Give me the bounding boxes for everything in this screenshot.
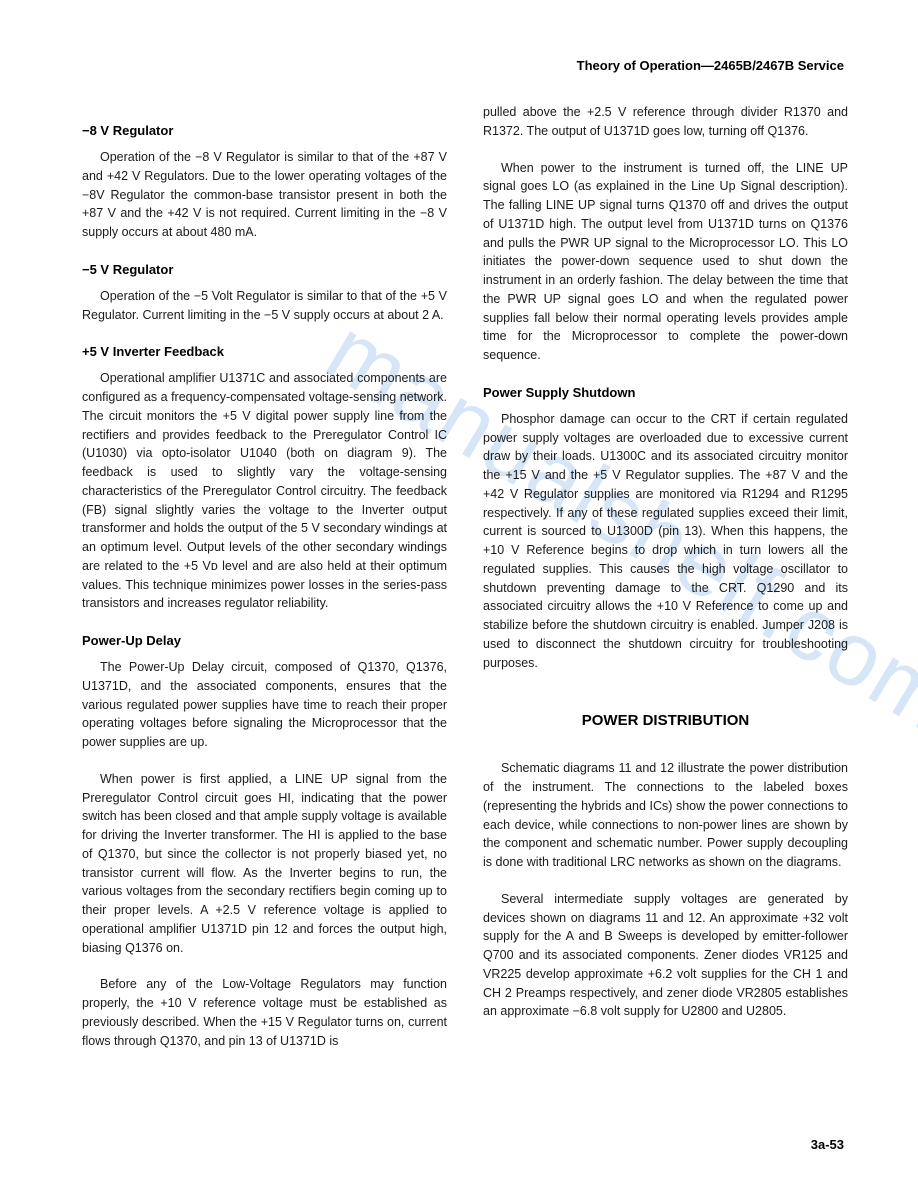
page-header: Theory of Operation—2465B/2467B Service	[82, 58, 848, 73]
para-power-off: When power to the instrument is turned o…	[483, 159, 848, 365]
para-shutdown: Phosphor damage can occur to the CRT if …	[483, 410, 848, 673]
heading-power-up-delay: Power-Up Delay	[82, 633, 447, 648]
heading-neg8v-regulator: −8 V Regulator	[82, 123, 447, 138]
page-number: 3a-53	[811, 1137, 844, 1152]
para-distribution-2: Several intermediate supply voltages are…	[483, 890, 848, 1021]
para-powerup-2: When power is first applied, a LINE UP s…	[82, 770, 447, 958]
right-column: pulled above the +2.5 V reference throug…	[483, 103, 848, 1068]
para-neg8v: Operation of the −8 V Regulator is simil…	[82, 148, 447, 242]
para-powerup-3: Before any of the Low-Voltage Regulators…	[82, 975, 447, 1050]
para-distribution-1: Schematic diagrams 11 and 12 illustrate …	[483, 759, 848, 872]
para-powerup-1: The Power-Up Delay circuit, composed of …	[82, 658, 447, 752]
heading-power-distribution: POWER DISTRIBUTION	[483, 712, 848, 729]
heading-power-supply-shutdown: Power Supply Shutdown	[483, 385, 848, 400]
para-continuation: pulled above the +2.5 V reference throug…	[483, 103, 848, 141]
para-neg5v: Operation of the −5 Volt Regulator is si…	[82, 287, 447, 325]
two-column-layout: −8 V Regulator Operation of the −8 V Reg…	[82, 103, 848, 1068]
left-column: −8 V Regulator Operation of the −8 V Reg…	[82, 103, 447, 1068]
page-content: Theory of Operation—2465B/2467B Service …	[82, 58, 848, 1068]
heading-5v-inverter-feedback: +5 V Inverter Feedback	[82, 344, 447, 359]
heading-neg5v-regulator: −5 V Regulator	[82, 262, 447, 277]
para-inverter-feedback: Operational amplifier U1371C and associa…	[82, 369, 447, 613]
